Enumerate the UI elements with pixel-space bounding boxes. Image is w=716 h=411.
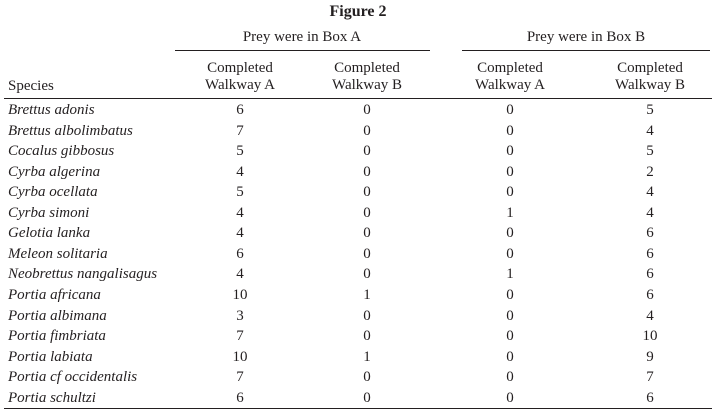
species-name: Neobrettus nangalisagus: [8, 266, 158, 283]
count-cell: 6: [646, 245, 654, 262]
count-cell: 6: [646, 286, 654, 303]
column-header: Species: [8, 78, 54, 94]
species-name: Meleon solitaria: [8, 245, 108, 262]
species-name: Brettus adonis: [8, 102, 95, 118]
species-name: Portia cf occidentalis: [8, 369, 138, 386]
count-cell: 0: [363, 266, 371, 283]
count-cell: 6: [646, 225, 654, 242]
count-cell: 4: [236, 163, 244, 180]
count-cell: 0: [363, 245, 371, 262]
species-name: Brettus albolimbatus: [8, 122, 133, 139]
count-cell: 7: [236, 122, 244, 139]
count-cell: 5: [646, 102, 654, 118]
count-cell: 0: [363, 163, 371, 180]
species-name: Cyrba ocellata: [8, 184, 98, 201]
count-cell: 4: [646, 184, 654, 201]
count-cell: 0: [363, 307, 371, 324]
column-header: Completed Walkway A: [204, 60, 276, 93]
count-cell: 0: [506, 328, 514, 345]
count-cell: 6: [646, 266, 654, 283]
species-name: Cyrba algerina: [8, 163, 101, 180]
species-name: Cocalus gibbosus: [8, 143, 115, 160]
count-cell: 0: [506, 163, 514, 180]
count-cell: 0: [363, 204, 371, 221]
count-cell: 0: [506, 348, 514, 365]
count-cell: 0: [363, 389, 371, 406]
column-header: Completed Walkway A: [474, 60, 546, 93]
figure-title: Figure 2: [329, 3, 387, 20]
count-cell: 4: [646, 307, 654, 324]
count-cell: 6: [236, 389, 244, 406]
count-cell: 0: [506, 122, 514, 139]
count-cell: 4: [646, 122, 654, 139]
count-cell: 0: [363, 225, 371, 242]
count-cell: 10: [232, 348, 248, 365]
count-cell: 10: [642, 328, 658, 345]
count-cell: 0: [506, 245, 514, 262]
count-cell: 4: [236, 225, 244, 242]
count-cell: 0: [506, 184, 514, 201]
species-name: Portia albimana: [8, 307, 107, 324]
count-cell: 0: [363, 102, 371, 118]
column-header: Completed Walkway B: [614, 60, 686, 93]
species-name: Portia schultzi: [8, 389, 96, 406]
count-cell: 0: [506, 143, 514, 160]
count-cell: 3: [236, 307, 244, 324]
count-cell: 0: [363, 369, 371, 386]
count-cell: 1: [363, 286, 371, 303]
species-name: Portia fimbriata: [8, 328, 106, 345]
count-cell: 7: [236, 369, 244, 386]
count-cell: 6: [646, 389, 654, 406]
group-header: Prey were in Box B: [526, 29, 646, 45]
count-cell: 0: [506, 369, 514, 386]
header-rule: [4, 98, 712, 99]
count-cell: 0: [506, 307, 514, 324]
count-cell: 5: [236, 143, 244, 160]
count-cell: 0: [506, 389, 514, 406]
count-cell: 1: [506, 204, 514, 221]
group-rule: [175, 50, 430, 51]
count-cell: 9: [646, 348, 654, 365]
count-cell: 0: [506, 102, 514, 118]
count-cell: 5: [236, 184, 244, 201]
count-cell: 7: [646, 369, 654, 386]
count-cell: 0: [363, 328, 371, 345]
count-cell: 0: [506, 225, 514, 242]
count-cell: 0: [506, 286, 514, 303]
count-cell: 5: [646, 143, 654, 160]
count-cell: 1: [363, 348, 371, 365]
count-cell: 4: [236, 204, 244, 221]
count-cell: 0: [363, 122, 371, 139]
species-name: Cyrba simoni: [8, 204, 90, 221]
count-cell: 2: [646, 163, 654, 180]
species-name: Portia africana: [8, 286, 101, 303]
count-cell: 7: [236, 328, 244, 345]
count-cell: 4: [236, 266, 244, 283]
group-rule: [462, 50, 710, 51]
column-header: Completed Walkway B: [331, 60, 403, 93]
group-header: Prey were in Box A: [242, 29, 362, 45]
count-cell: 6: [236, 245, 244, 262]
count-cell: 0: [363, 143, 371, 160]
count-cell: 6: [236, 102, 244, 118]
bottom-rule: [4, 408, 712, 409]
count-cell: 0: [363, 184, 371, 201]
species-name: Portia labiata: [8, 348, 93, 365]
species-name: Gelotia lanka: [8, 225, 91, 242]
count-cell: 4: [646, 204, 654, 221]
count-cell: 1: [506, 266, 514, 283]
count-cell: 10: [232, 286, 248, 303]
